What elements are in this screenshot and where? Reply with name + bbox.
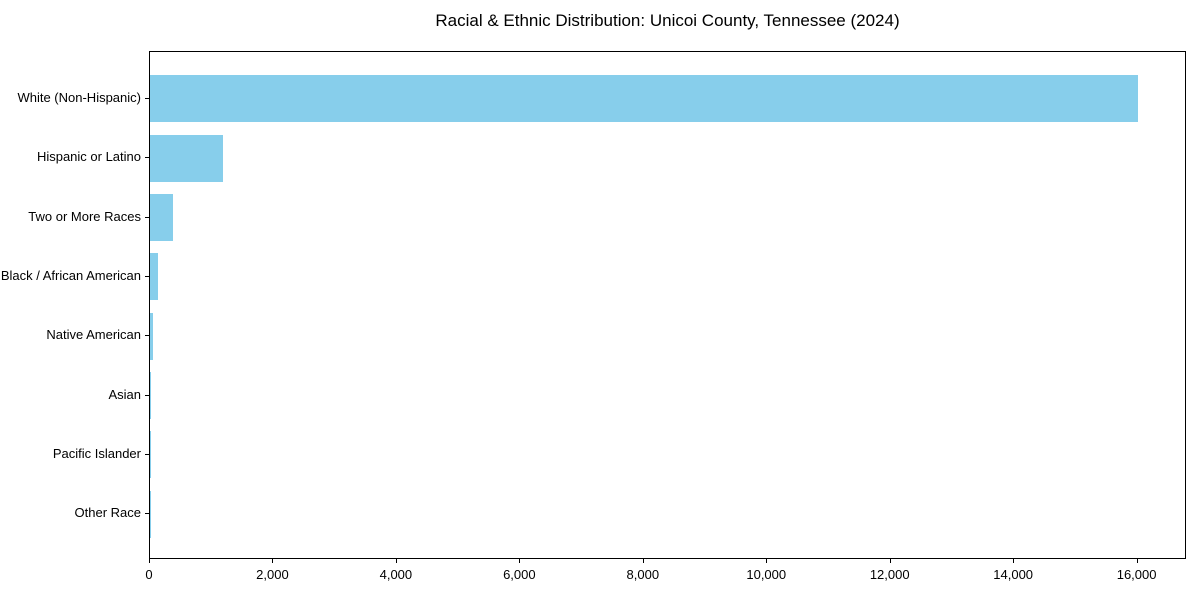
xtick-mark [1136, 559, 1138, 563]
xtick-label-6000: 6,000 [503, 567, 536, 582]
bar-native-american [150, 312, 153, 360]
ytick-label-hispanic-or-latino: Hispanic or Latino [36, 149, 141, 165]
xtick-mark [642, 559, 644, 563]
xtick-mark [1013, 559, 1015, 563]
ytick-label-two-or-more-races: Two or More Races [28, 208, 141, 224]
xtick-label-12000: 12,000 [869, 567, 910, 582]
xtick-label-8000: 8,000 [626, 567, 660, 582]
ytick-label-other-race: Other Race [74, 505, 141, 521]
ytick-mark [145, 394, 149, 396]
xtick-mark [149, 559, 150, 563]
xtick-mark [519, 559, 521, 563]
plot-area [149, 51, 1186, 559]
chart-title: Racial & Ethnic Distribution: Unicoi Cou… [435, 11, 900, 30]
xtick-label-0: 0 [145, 567, 153, 582]
xtick-label-2000: 2,000 [256, 567, 289, 582]
xtick-mark [272, 559, 274, 563]
ytick-mark [145, 513, 149, 515]
ytick-mark [145, 275, 149, 277]
xtick-mark [766, 559, 768, 563]
ytick-label-pacific-islander: Pacific Islander [52, 445, 141, 461]
ytick-mark [145, 453, 149, 455]
ytick-mark [145, 216, 149, 218]
bar-two-or-more-races [150, 194, 173, 242]
bar-white-non-hispanic [150, 75, 1138, 123]
bar-hispanic-or-latino [150, 134, 223, 182]
ytick-label-black-african-american: Black / African American [0, 267, 141, 283]
bar-asian [150, 372, 152, 420]
ytick-label-native-american: Native American [46, 327, 141, 343]
xtick-label-16000: 16,000 [1116, 567, 1157, 582]
bar-black-african-american [150, 253, 159, 301]
ytick-mark [145, 157, 149, 159]
ytick-label-white-non-hispanic: White (Non-Hispanic) [17, 89, 141, 105]
xtick-mark [889, 559, 891, 563]
xtick-label-4000: 4,000 [379, 567, 413, 582]
xtick-mark [395, 559, 397, 563]
xtick-label-10000: 10,000 [746, 567, 787, 582]
xtick-label-14000: 14,000 [993, 567, 1034, 582]
ytick-mark [145, 97, 149, 99]
ytick-mark [145, 335, 149, 337]
ytick-label-asian: Asian [108, 386, 141, 402]
